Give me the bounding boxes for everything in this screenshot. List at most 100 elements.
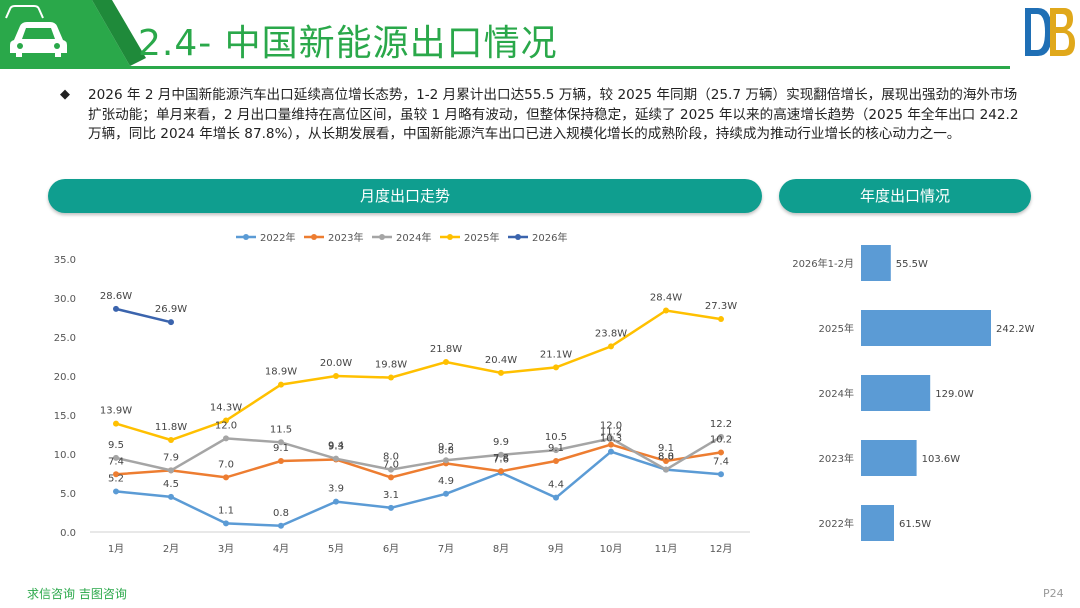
y-tick-label: 25.0: [54, 333, 76, 344]
bar: [861, 245, 891, 281]
data-point: [443, 490, 449, 497]
bar: [861, 440, 917, 476]
x-tick-label: 1月: [108, 543, 124, 555]
data-point: [333, 373, 339, 379]
data-point: [168, 493, 174, 500]
y-tick-label: 5.0: [60, 489, 76, 500]
data-label: 7.4: [713, 456, 729, 467]
y-tick-label: 15.0: [54, 411, 76, 422]
data-point: [663, 466, 669, 473]
annual-bar-chart: 2026年1-2月 55.5W 2025年 242.2W 2024年 129.0W 2023…: [792, 245, 1035, 541]
data-label: 7.0: [218, 459, 234, 470]
bar: [861, 310, 991, 346]
y-tick-label: 35.0: [54, 255, 76, 266]
data-label: 0.8: [273, 508, 289, 519]
annual-export-title: 年度出口情况: [779, 179, 1031, 213]
data-label: 1.1: [218, 505, 234, 516]
brand-logo: [1025, 8, 1075, 56]
data-point: [388, 504, 394, 511]
x-tick-label: 10月: [600, 543, 623, 555]
header-divider: [118, 66, 1010, 69]
monthly-trend-title: 月度出口走势: [48, 179, 762, 213]
data-point: [168, 467, 174, 474]
data-label: 9.1: [273, 443, 289, 454]
chart-legend: 2022年 2023年 2024年 2025年 2026年: [236, 231, 567, 244]
x-tick-label: 5月: [328, 543, 344, 555]
data-label: 19.8W: [375, 360, 407, 371]
data-label: 28.4W: [650, 292, 682, 303]
data-label: 23.8W: [595, 328, 627, 339]
bar-category-label: 2025年: [819, 322, 854, 335]
data-label: 11.2: [600, 427, 622, 438]
series-line-2025年: [115, 309, 722, 442]
data-labels: 5.2 4.5 1.1 0.8 3.9 3.1 4.9 7.6 4.4 10.3 8.0 7.4 7.4…: [100, 291, 737, 519]
data-label: 7.8: [493, 453, 509, 464]
series-line-2024年: [115, 435, 722, 472]
monthly-line-chart: 2022年 2023年 2024年 2025年 2026年 0.0 5.0 10.0 15.0…: [54, 231, 750, 555]
data-point: [498, 451, 504, 458]
data-label: 9.1: [658, 443, 674, 454]
legend-marker: [311, 234, 317, 240]
summary-paragraph: 2026 年 2 月中国新能源汽车出口延续高位增长态势，1-2 月累计出口达55…: [88, 87, 1019, 143]
x-axis: 1月 2月 3月 4月 5月 6月 7月 8月 9月 10月 11月 12月: [90, 531, 750, 555]
data-point: [388, 466, 394, 473]
data-label: 26.9W: [155, 304, 187, 315]
data-point: [223, 435, 229, 442]
data-label: 20.4W: [485, 355, 517, 366]
bar-category-label: 2024年: [819, 387, 854, 400]
car-icon: [10, 22, 67, 57]
data-point: [388, 474, 394, 481]
x-tick-label: 3月: [218, 543, 234, 555]
data-label: 9.1: [548, 443, 564, 454]
data-label: 13.9W: [100, 406, 132, 417]
data-label: 9.5: [108, 440, 124, 451]
data-label: 3.1: [383, 490, 399, 501]
data-label: 18.9W: [265, 367, 297, 378]
legend-marker: [447, 234, 453, 240]
data-point: [278, 458, 284, 465]
data-point: [718, 433, 724, 440]
data-point: [333, 455, 339, 462]
data-point: [113, 454, 119, 461]
data-label: 5.2: [108, 473, 124, 484]
data-label: 10.2: [710, 434, 732, 445]
slide-header: 2.4- 中国新能源出口情况: [0, 0, 1080, 80]
x-tick-label: 2月: [163, 543, 179, 555]
y-tick-label: 0.0: [60, 528, 76, 539]
page-title: 2.4- 中国新能源出口情况: [138, 23, 558, 64]
data-label: 9.2: [438, 442, 454, 453]
legend-label: 2024年: [396, 231, 431, 244]
data-label: 12.0: [215, 420, 237, 431]
data-point: [113, 488, 119, 495]
data-label: 7.0: [383, 459, 399, 470]
y-tick-label: 30.0: [54, 294, 76, 305]
data-label: 10.3: [600, 434, 622, 445]
data-point: [333, 498, 339, 505]
car-outline-icon: [5, 5, 44, 19]
data-label: 7.6: [493, 455, 509, 466]
bar-category-label: 2026年1-2月: [792, 257, 854, 270]
data-point: [498, 468, 504, 475]
data-point: [223, 417, 229, 424]
data-label: 21.1W: [540, 349, 572, 360]
legend-label: 2025年: [464, 231, 499, 244]
bar: [861, 375, 931, 411]
data-point: [608, 448, 614, 455]
bar-value-label: 103.6W: [922, 454, 961, 465]
data-label: 10.5: [545, 432, 567, 443]
data-point: [223, 474, 229, 481]
data-label: 28.6W: [100, 291, 132, 302]
data-point: [168, 319, 174, 326]
data-point: [553, 447, 559, 454]
data-point: [608, 435, 614, 442]
data-label: 12.2: [710, 419, 732, 430]
page-number: P24: [1043, 587, 1064, 600]
data-point: [553, 458, 559, 465]
series-line-2022年: [115, 450, 722, 528]
data-label: 9.3: [328, 441, 344, 452]
bar-value-label: 61.5W: [899, 519, 931, 530]
legend-label: 2023年: [328, 231, 363, 244]
legend-label: 2026年: [532, 231, 567, 244]
data-point: [718, 471, 724, 478]
data-label: 4.9: [438, 476, 454, 487]
